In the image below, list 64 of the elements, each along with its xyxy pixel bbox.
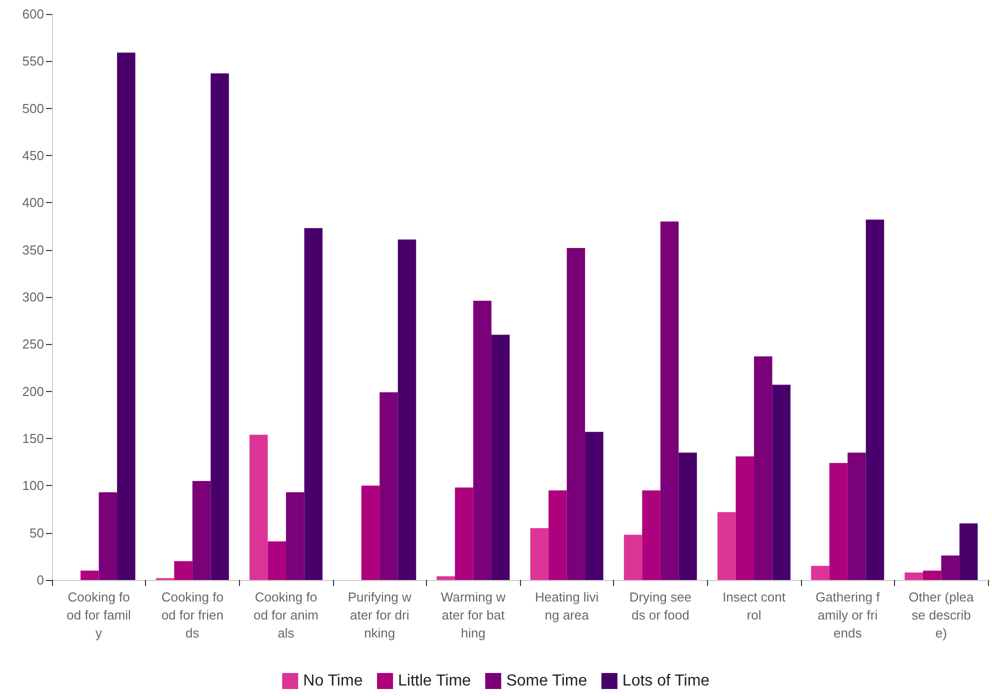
bar <box>811 566 830 580</box>
legend-label: Lots of Time <box>622 672 710 690</box>
bar <box>959 523 978 580</box>
x-tick-label: Cooking food for friends <box>161 590 224 640</box>
bar <box>192 480 211 580</box>
bar <box>585 432 604 580</box>
legend-label: No Time <box>303 672 363 690</box>
bar <box>210 73 229 580</box>
y-tick-label: 300 <box>22 290 44 304</box>
bar <box>772 384 791 580</box>
y-tick-label: 200 <box>22 384 44 399</box>
legend-label: Some Time <box>506 672 588 690</box>
x-tick-label: Drying seeds or food <box>629 590 692 622</box>
x-tick-label: Warming water for bathing <box>440 590 506 640</box>
bar <box>436 576 455 580</box>
bar <box>268 541 286 580</box>
x-tick-label: Cooking food for family <box>66 590 132 640</box>
bar <box>660 222 679 580</box>
x-tick-label: Other (please describe) <box>908 590 974 640</box>
y-tick-label: 100 <box>22 478 44 494</box>
bar <box>624 534 642 580</box>
bar <box>548 490 567 580</box>
y-tick-label: 550 <box>22 54 44 69</box>
bar <box>829 463 848 580</box>
bar <box>848 452 866 580</box>
bar <box>98 492 118 580</box>
y-tick-label: 150 <box>22 431 44 446</box>
y-tick-label: 500 <box>22 100 44 116</box>
y-tick-label: 350 <box>22 242 44 258</box>
bar <box>286 492 304 580</box>
bar <box>491 334 510 580</box>
y-tick-label: 400 <box>22 195 44 210</box>
bar <box>473 300 492 580</box>
bar <box>566 248 586 580</box>
bar <box>530 528 549 580</box>
bar <box>754 356 772 580</box>
y-tick-label: 600 <box>22 6 44 22</box>
bar <box>866 220 884 580</box>
bar <box>80 570 99 580</box>
x-tick-label: Heating living area <box>535 590 599 622</box>
bar <box>904 572 923 580</box>
bar <box>642 490 660 580</box>
x-tick-label: Gathering family or friends <box>815 590 880 640</box>
bar <box>922 570 942 580</box>
bar <box>117 52 136 580</box>
x-tick-label: Insect control <box>722 590 786 622</box>
bar <box>941 555 960 580</box>
bar <box>304 228 323 580</box>
bar <box>361 486 380 580</box>
bar <box>398 239 416 580</box>
bar <box>249 434 268 580</box>
x-tick-label: Cooking food for animals <box>253 590 319 640</box>
bar <box>678 452 697 580</box>
legend-label: Little Time <box>398 672 472 690</box>
y-tick-label: 50 <box>30 525 44 540</box>
bar <box>736 456 754 580</box>
bar <box>454 488 474 580</box>
y-tick-label: 0 <box>36 572 44 588</box>
y-tick-label: 450 <box>22 148 44 163</box>
y-tick-label: 250 <box>22 336 44 352</box>
bar <box>717 512 736 580</box>
x-tick-label: Purifying water for drinking <box>348 590 412 640</box>
bar <box>174 561 192 580</box>
bar <box>380 392 398 580</box>
